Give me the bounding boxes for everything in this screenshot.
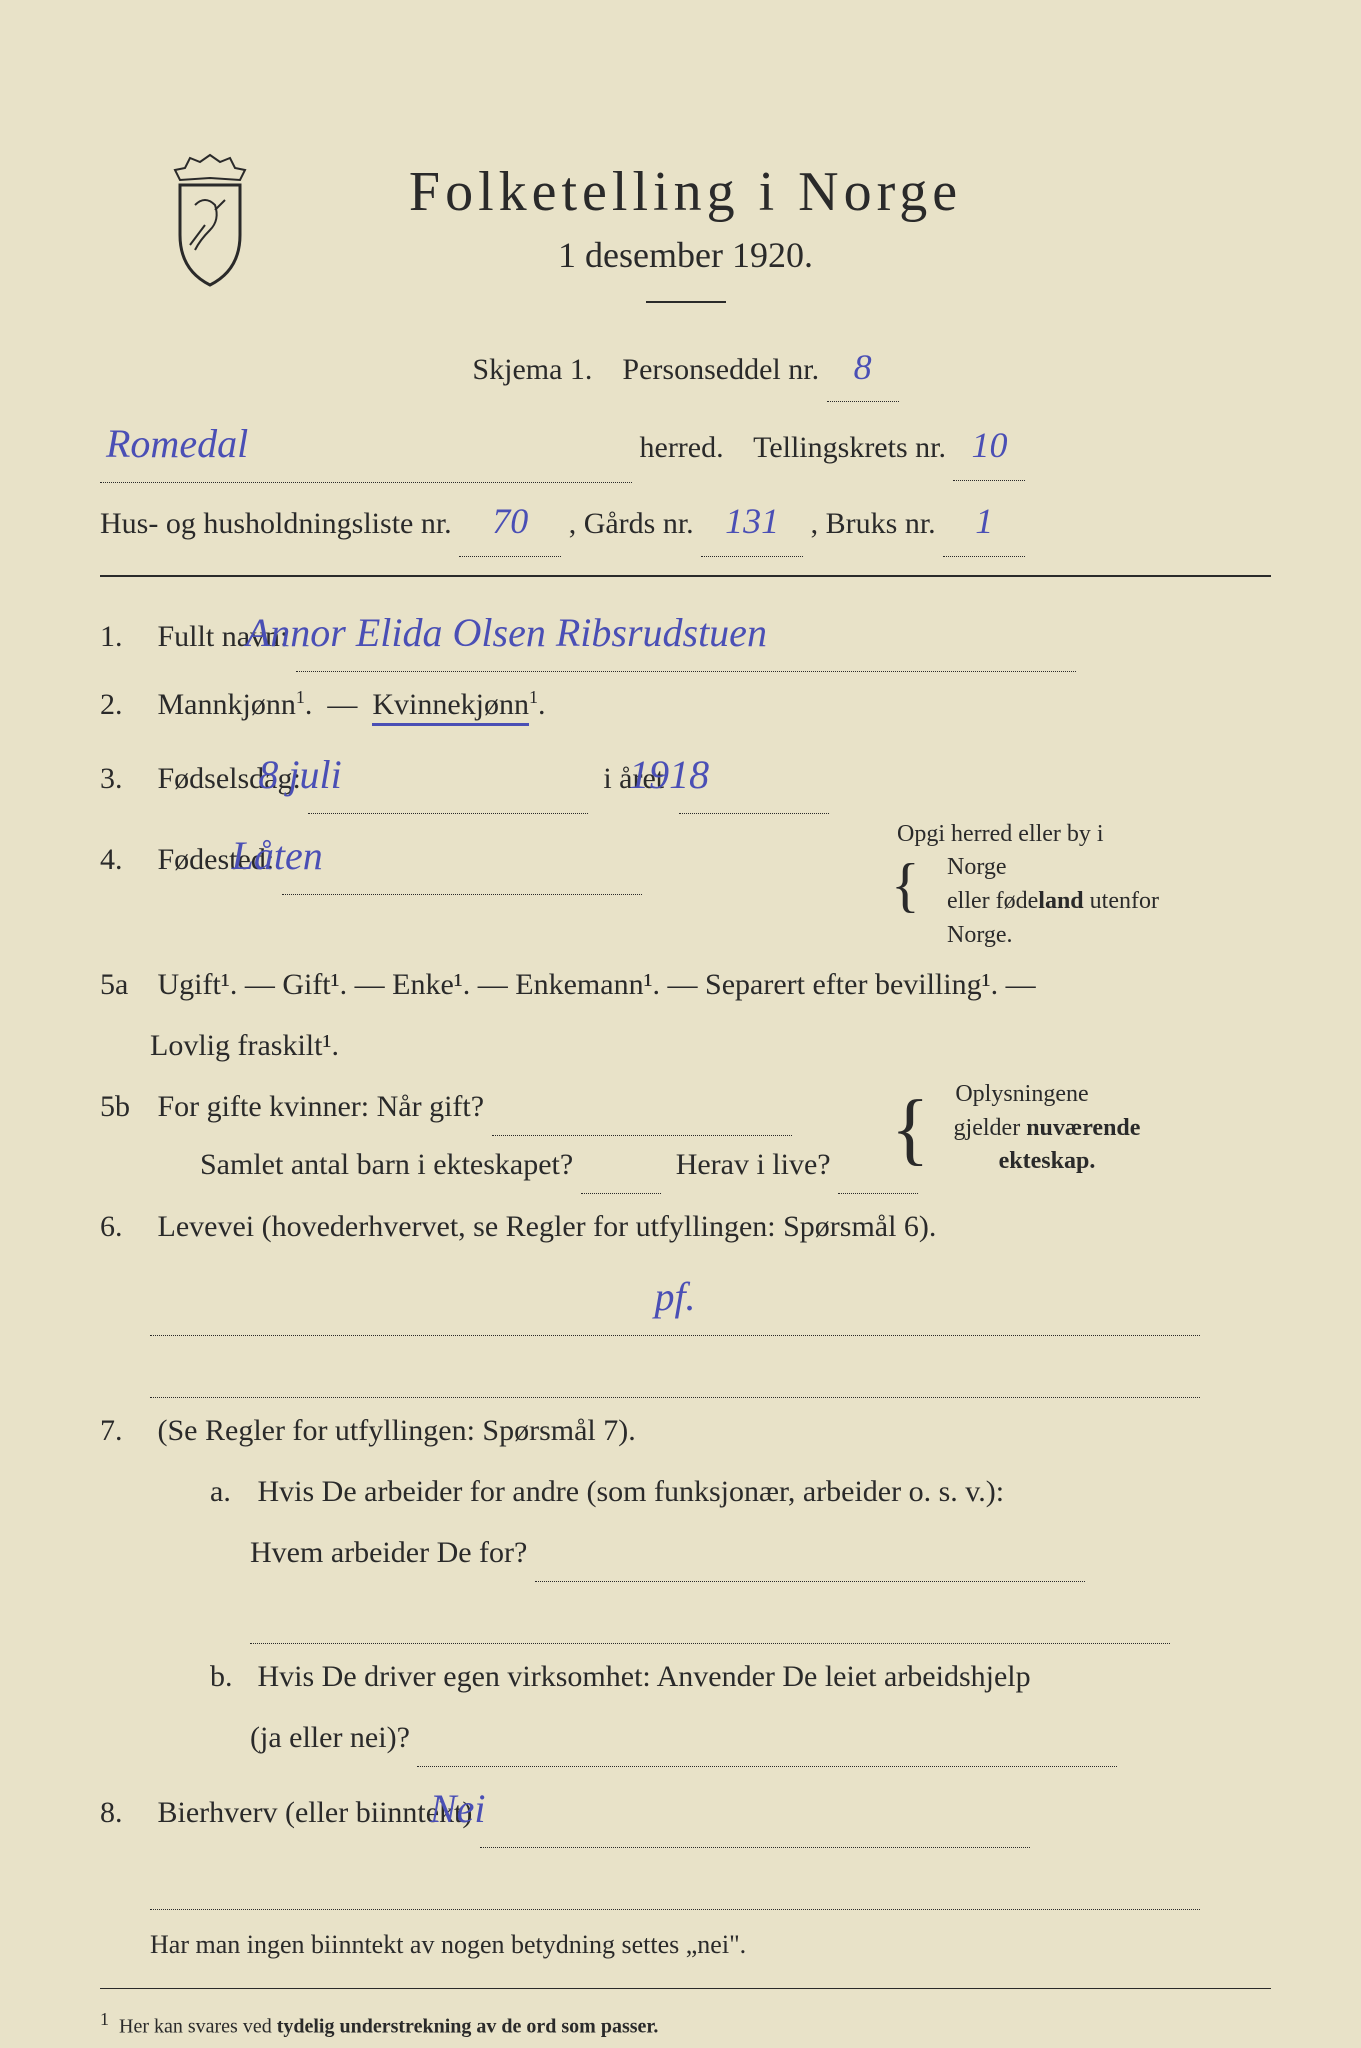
- q7-label: (Se Regler for utfyllingen: Spørsmål 7).: [158, 1414, 636, 1447]
- q5b-num: 5b: [100, 1078, 150, 1135]
- q6-num: 6.: [100, 1198, 150, 1255]
- husliste-label: Hus- og husholdningsliste nr.: [100, 507, 452, 540]
- herred-line: Romedal herred. Tellingskrets nr. 10: [100, 406, 1271, 483]
- q8-label: Bierhverv (eller biinntekt): [158, 1796, 473, 1829]
- q8-num: 8.: [100, 1784, 150, 1841]
- q7b-line2: (ja eller nei)?: [100, 1709, 1271, 1767]
- page-title: Folketelling i Norge: [100, 160, 1271, 224]
- q3-num: 3.: [100, 750, 150, 807]
- q5a-line2: Lovlig fraskilt¹.: [100, 1017, 1271, 1074]
- personseddel-nr: 8: [827, 333, 899, 402]
- skjema-line: Skjema 1. Personseddel nr. 8: [100, 333, 1271, 402]
- q6-line: 6. Levevei (hovederhvervet, se Regler fo…: [100, 1198, 1271, 1255]
- q3-line: 3. Fødselsdag: 8 juli i året 1918: [100, 737, 1271, 814]
- bruks-label: , Bruks nr.: [811, 507, 936, 540]
- footnote: 1 Her kan svares ved tydelig understrekn…: [100, 2009, 1271, 2039]
- page-subtitle: 1 desember 1920.: [100, 234, 1271, 276]
- q5a-line: 5a Ugift¹. — Gift¹. — Enke¹. — Enkemann¹…: [100, 956, 1271, 1013]
- q5a-num: 5a: [100, 956, 150, 1013]
- herred-label: herred.: [640, 431, 724, 464]
- q7b-text2: (ja eller nei)?: [250, 1721, 410, 1754]
- gards-label: , Gårds nr.: [569, 507, 694, 540]
- q5a-options: Ugift¹. — Gift¹. — Enke¹. — Enkemann¹. —…: [158, 968, 1036, 1001]
- q6-label: Levevei (hovederhvervet, se Regler for u…: [158, 1210, 937, 1243]
- q5b-label: For gifte kvinner: Når gift?: [158, 1090, 485, 1123]
- q8-line: 8. Bierhverv (eller biinntekt) Nei: [100, 1771, 1271, 1848]
- q7-num: 7.: [100, 1402, 150, 1459]
- husliste-nr: 70: [459, 487, 561, 556]
- q7-line: 7. (Se Regler for utfyllingen: Spørsmål …: [100, 1402, 1271, 1459]
- q4-value: Låten: [282, 818, 642, 895]
- q4-note: { Opgi herred eller by i Norge eller fød…: [991, 818, 1271, 952]
- footer-note: Har man ingen biinntekt av nogen betydni…: [100, 1920, 1271, 1969]
- q7b-num: b.: [210, 1648, 250, 1705]
- q7a-text2: Hvem arbeider De for?: [250, 1536, 527, 1569]
- q6-value-line: pf.: [100, 1259, 1271, 1336]
- bruks-nr: 1: [943, 487, 1025, 556]
- q7b-line: b. Hvis De driver egen virksomhet: Anven…: [100, 1648, 1271, 1705]
- q2-mann-label: Mannkjønn: [158, 688, 296, 721]
- q8-value: Nei: [480, 1771, 1030, 1848]
- header-divider: [646, 301, 726, 303]
- q2-num: 2.: [100, 676, 150, 733]
- tellingskrets-nr: 10: [953, 411, 1025, 480]
- q7a-line: a. Hvis De arbeider for andre (som funks…: [100, 1463, 1271, 1520]
- coat-of-arms-icon: [160, 150, 260, 290]
- q5b-line: 5b For gifte kvinner: Når gift? Samlet a…: [100, 1078, 1271, 1194]
- gards-nr: 131: [701, 487, 803, 556]
- q4-line: 4. Fødested: Låten { Opgi herred eller b…: [100, 818, 1271, 952]
- q1-line: 1. Fullt navn: Annor Elida Olsen Ribsrud…: [100, 595, 1271, 672]
- q5b-label2: Samlet antal barn i ekteskapet?: [150, 1148, 573, 1181]
- tellingskrets-label: Tellingskrets nr.: [753, 431, 946, 464]
- footer-divider: [100, 1988, 1271, 1989]
- q3-year: 1918: [679, 737, 829, 814]
- q2-line: 2. Mannkjønn1. — Kvinnekjønn1.: [100, 676, 1271, 733]
- q5b-note: { Oplysningene gjelder nuværende ekteska…: [991, 1078, 1271, 1179]
- q3-day: 8 juli: [308, 737, 588, 814]
- q1-value: Annor Elida Olsen Ribsrudstuen: [296, 595, 1076, 672]
- q7b-text1: Hvis De driver egen virksomhet: Anvender…: [258, 1660, 1031, 1693]
- herred-name: Romedal: [100, 406, 632, 483]
- q4-num: 4.: [100, 831, 150, 888]
- q7a-text1: Hvis De arbeider for andre (som funksjon…: [258, 1475, 1005, 1508]
- q7a-num: a.: [210, 1463, 250, 1520]
- q7a-blank: [100, 1586, 1271, 1644]
- q6-value: pf.: [654, 1274, 695, 1319]
- skjema-label: Skjema 1.: [472, 353, 592, 386]
- q1-num: 1.: [100, 608, 150, 665]
- form-header: Folketelling i Norge 1 desember 1920.: [100, 160, 1271, 303]
- q6-blank-line: [100, 1340, 1271, 1398]
- q5a-options2: Lovlig fraskilt¹.: [150, 1029, 339, 1062]
- q5b-label3: Herav i live?: [676, 1148, 831, 1181]
- husliste-line: Hus- og husholdningsliste nr. 70 , Gårds…: [100, 487, 1271, 556]
- census-form-page: Folketelling i Norge 1 desember 1920. Sk…: [0, 0, 1361, 2048]
- q2-kvinne-label: Kvinnekjønn: [372, 688, 529, 726]
- personseddel-label: Personseddel nr.: [622, 353, 819, 386]
- q8-blank: [100, 1852, 1271, 1910]
- q7a-line2: Hvem arbeider De for?: [100, 1524, 1271, 1582]
- section-divider-1: [100, 575, 1271, 577]
